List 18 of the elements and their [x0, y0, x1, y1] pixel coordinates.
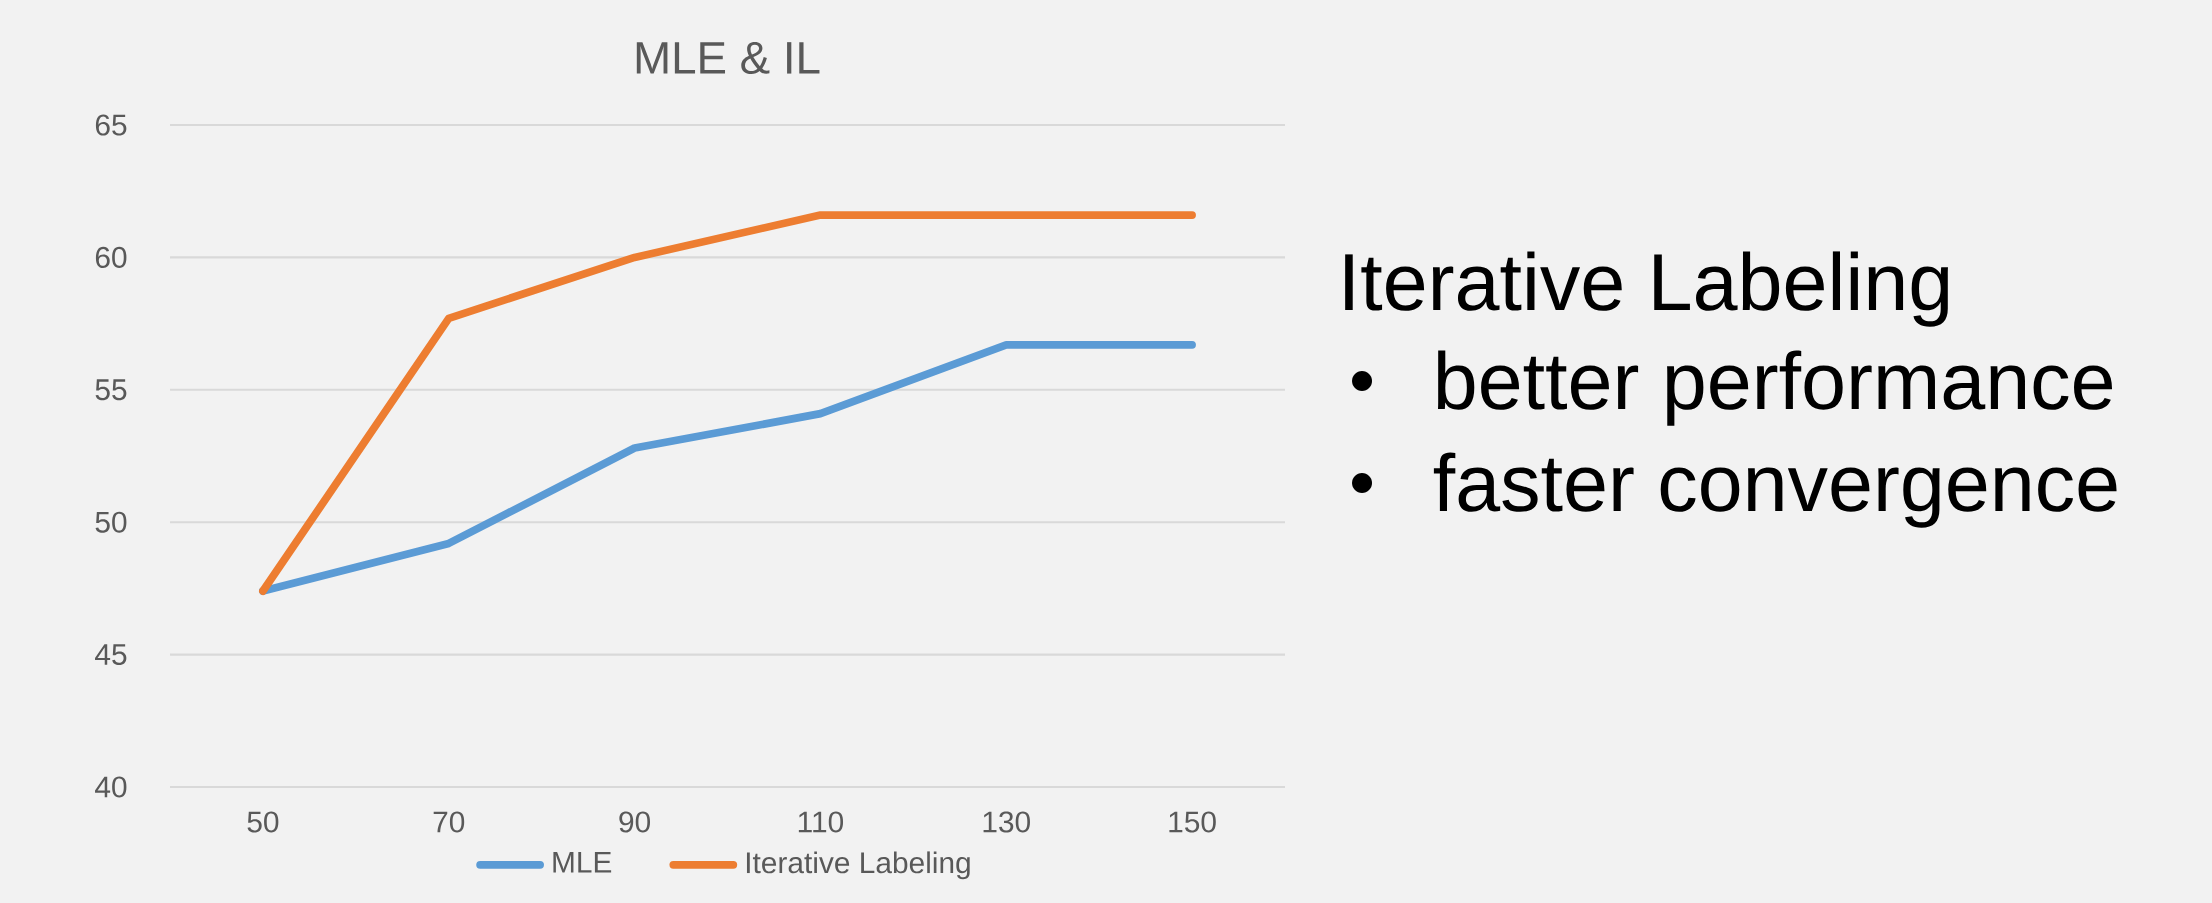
y-tick-label: 65: [95, 114, 127, 136]
x-tick-label: 150: [1169, 811, 1216, 833]
y-tick-label: 40: [95, 776, 127, 798]
x-tick-label: 110: [798, 811, 844, 833]
y-tick-label: 55: [95, 379, 127, 401]
y-tick-label: 45: [95, 644, 127, 666]
y-tick-label: 60: [95, 246, 127, 268]
chart-title: MLE & IL: [636, 41, 820, 75]
x-tick-label: 130: [983, 811, 1030, 833]
x-tick-label: 70: [433, 811, 465, 833]
x-tick-label: 50: [247, 811, 279, 833]
y-tick-label: 50: [95, 511, 127, 533]
text: better performance: [1437, 350, 2112, 426]
legend-label: Iterative Labeling: [746, 851, 970, 880]
text: Iterative Labeling: [1345, 251, 1948, 327]
legend-label: MLE: [553, 851, 612, 873]
text: faster convergence: [1433, 452, 2117, 528]
x-tick-label: 90: [619, 811, 651, 833]
